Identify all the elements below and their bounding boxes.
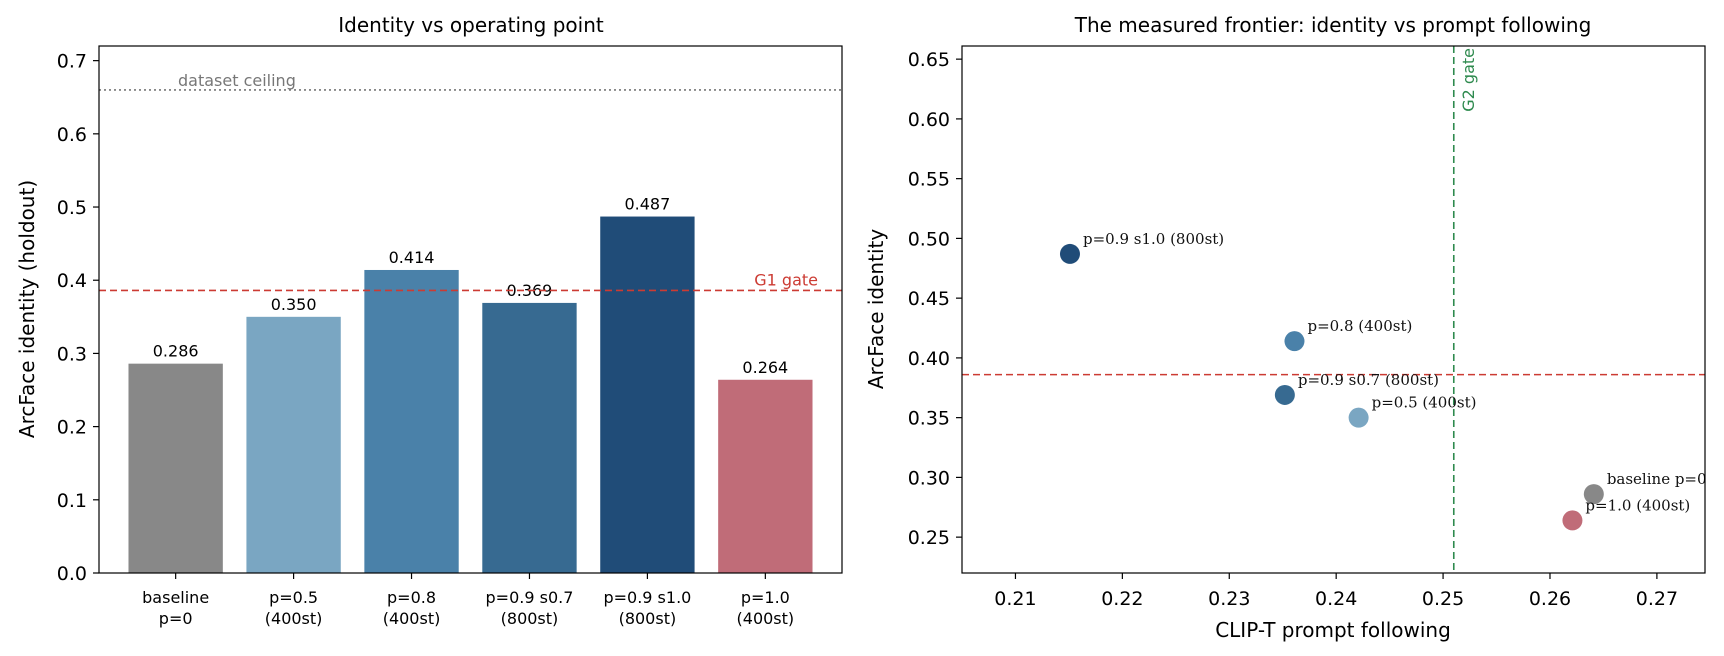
bar-1 <box>246 316 341 573</box>
bar-y-tick-label: 0.5 <box>57 197 87 219</box>
scatter-point-label: baseline p=0 <box>1607 470 1707 488</box>
bar-chart-panel: Identity vs operating point 0.0 0.1 0.2 0.3… <box>15 13 843 628</box>
scatter-y-tick-label: 0.45 <box>908 288 950 310</box>
bar-4 <box>600 216 695 573</box>
bar-3 <box>482 302 577 573</box>
scatter-x-tick-label: 0.27 <box>1636 588 1678 610</box>
dataset-ceiling-label: dataset ceiling <box>178 71 296 90</box>
scatter-x-tick-label: 0.26 <box>1529 588 1571 610</box>
scatter-y-tick-label: 0.40 <box>908 348 950 370</box>
bar-5 <box>718 379 813 573</box>
scatter-x-tick-label: 0.25 <box>1422 588 1464 610</box>
scatter-y-tick-label: 0.25 <box>908 527 950 549</box>
bar-0 <box>128 363 223 573</box>
bar-2 <box>364 269 459 573</box>
bar-category-label-line1: baseline <box>142 588 209 607</box>
bar-category-label-line1: p=0.8 <box>387 588 436 607</box>
bar-category-label-line2: (400st) <box>383 609 441 628</box>
scatter-point <box>1348 407 1369 428</box>
bar-plot-frame <box>98 45 843 574</box>
bar-chart-title: Identity vs operating point <box>338 13 604 37</box>
bar-value-label: 0.487 <box>624 195 670 214</box>
g2-gate-label: G2 gate <box>1459 48 1478 112</box>
bar-category-label-line2: p=0 <box>159 609 193 628</box>
scatter-x-tick-label: 0.22 <box>1101 588 1143 610</box>
scatter-chart-title: The measured frontier: identity vs promp… <box>1074 13 1592 37</box>
scatter-y-tick-label: 0.35 <box>908 408 950 430</box>
scatter-point-label: p=0.8 (400st) <box>1307 317 1412 335</box>
scatter-x-tick-label: 0.21 <box>994 588 1036 610</box>
scatter-chart-y-axis-label: ArcFace identity <box>864 229 888 390</box>
bar-value-label: 0.286 <box>153 342 199 361</box>
scatter-x-tick-label: 0.23 <box>1208 588 1250 610</box>
bar-value-label: 0.264 <box>742 358 788 377</box>
scatter-point <box>1562 510 1583 531</box>
scatter-plot-area: 0.21 0.22 0.23 0.24 0.25 0.26 0.27 0.25 0.30 0.35… <box>908 46 1707 610</box>
bar-category-label-line2: (400st) <box>265 609 323 628</box>
bar-y-tick-label: 0.3 <box>57 343 87 365</box>
scatter-point-label: p=0.5 (400st) <box>1372 394 1477 412</box>
scatter-chart-panel: The measured frontier: identity vs promp… <box>864 13 1707 642</box>
g1-gate-label: G1 gate <box>754 270 818 289</box>
bar-y-tick-label: 0.1 <box>57 490 87 512</box>
scatter-x-tick-label: 0.24 <box>1315 588 1357 610</box>
scatter-plot-frame <box>961 45 1706 574</box>
bar-category-label-line2: (400st) <box>737 609 795 628</box>
scatter-y-tick-label: 0.50 <box>908 228 950 250</box>
scatter-y-tick-label: 0.30 <box>908 467 950 489</box>
bar-category-label-line1: p=1.0 <box>741 588 790 607</box>
scatter-chart-x-axis-label: CLIP-T prompt following <box>1215 618 1451 642</box>
bar-y-tick-label: 0.0 <box>57 563 87 585</box>
bar-y-tick-label: 0.6 <box>57 124 87 146</box>
bar-category-label-line1: p=0.9 s1.0 <box>603 588 691 607</box>
scatter-point-label: p=0.9 s1.0 (800st) <box>1083 230 1224 248</box>
scatter-point <box>1284 331 1305 352</box>
scatter-point <box>1274 384 1295 405</box>
bar-value-label: 0.414 <box>389 248 435 267</box>
scatter-point-label: p=1.0 (400st) <box>1585 496 1690 514</box>
scatter-y-tick-label: 0.65 <box>908 49 950 71</box>
bar-category-label-line1: p=0.9 s0.7 <box>486 588 574 607</box>
scatter-y-tick-label: 0.60 <box>908 109 950 131</box>
bar-plot-area: 0.0 0.1 0.2 0.3 0.4 0.5 0.6 0.7 0.286 baseline p=0… <box>57 51 842 628</box>
bar-y-tick-label: 0.4 <box>57 270 87 292</box>
bar-category-label-line2: (800st) <box>619 609 677 628</box>
scatter-point-label: p=0.9 s0.7 (800st) <box>1298 371 1439 389</box>
scatter-y-tick-label: 0.55 <box>908 169 950 191</box>
bar-category-label-line1: p=0.5 <box>269 588 318 607</box>
bar-chart-y-axis-label: ArcFace identity (holdout) <box>15 180 39 438</box>
scatter-point <box>1583 484 1604 505</box>
bar-y-tick-label: 0.7 <box>57 51 87 73</box>
scatter-point <box>1059 243 1080 264</box>
bar-y-tick-label: 0.2 <box>57 417 87 439</box>
bar-category-label-line2: (800st) <box>501 609 559 628</box>
bar-value-label: 0.350 <box>271 295 317 314</box>
